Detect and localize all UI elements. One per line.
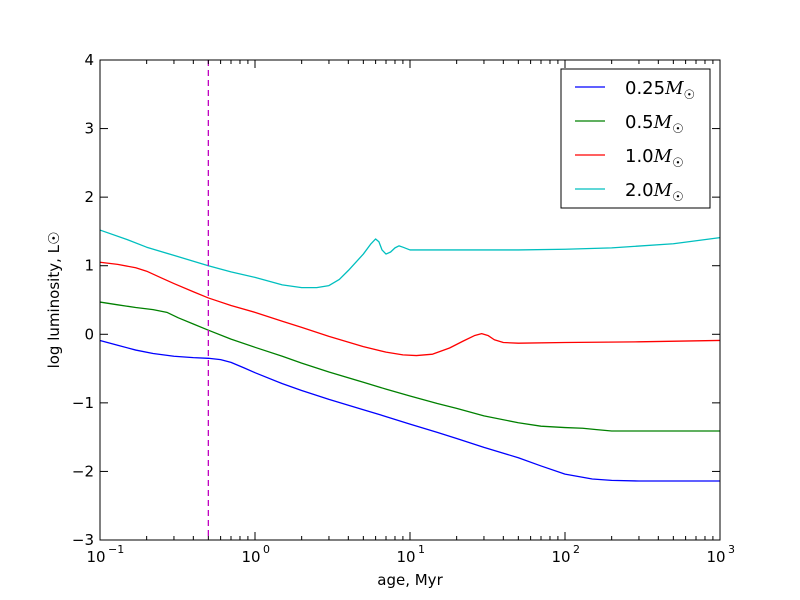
series-line-1 bbox=[99, 301, 720, 432]
series-line-2 bbox=[99, 261, 721, 357]
series-lines bbox=[99, 229, 721, 482]
y-tick-label: 0 bbox=[84, 325, 94, 343]
y-tick-label: 4 bbox=[84, 51, 94, 69]
y-tick-label: 3 bbox=[84, 120, 94, 138]
legend-label-2: 1.0M☉ bbox=[625, 146, 684, 171]
y-tick-label: 1 bbox=[84, 257, 94, 275]
legend-label-1: 0.5M☉ bbox=[625, 112, 684, 137]
x-tick-label: 10 bbox=[86, 548, 105, 566]
series-line-3 bbox=[99, 229, 721, 289]
x-tick-label: 10 bbox=[706, 548, 725, 566]
series-line-0 bbox=[99, 339, 720, 482]
x-axis-label: age, Myr bbox=[377, 571, 443, 589]
x-tick-label: 10 bbox=[241, 548, 260, 566]
x-tick-label: 10 bbox=[396, 548, 415, 566]
x-tick-label: 10 bbox=[551, 548, 570, 566]
axis-ticks bbox=[99, 59, 721, 541]
y-axis-label: log luminosity, L☉ bbox=[45, 232, 63, 369]
y-tick-label: 2 bbox=[84, 188, 94, 206]
y-tick-label: −3 bbox=[72, 531, 94, 549]
x-tick-exponent: 2 bbox=[573, 543, 580, 556]
x-tick-exponent: 1 bbox=[418, 543, 425, 556]
legend-label-0: 0.25M☉ bbox=[625, 78, 695, 103]
x-tick-exponent: 0 bbox=[263, 543, 270, 556]
legend-label-3: 2.0M☉ bbox=[625, 180, 684, 205]
y-tick-label: −1 bbox=[72, 394, 94, 412]
y-tick-label: −2 bbox=[72, 462, 94, 480]
legend: 0.25M☉ 0.5M☉ 1.0M☉ 2.0M☉ bbox=[560, 68, 711, 209]
x-tick-exponent: −1 bbox=[108, 543, 124, 556]
x-tick-exponent: 3 bbox=[728, 543, 735, 556]
legend-box bbox=[560, 68, 711, 209]
